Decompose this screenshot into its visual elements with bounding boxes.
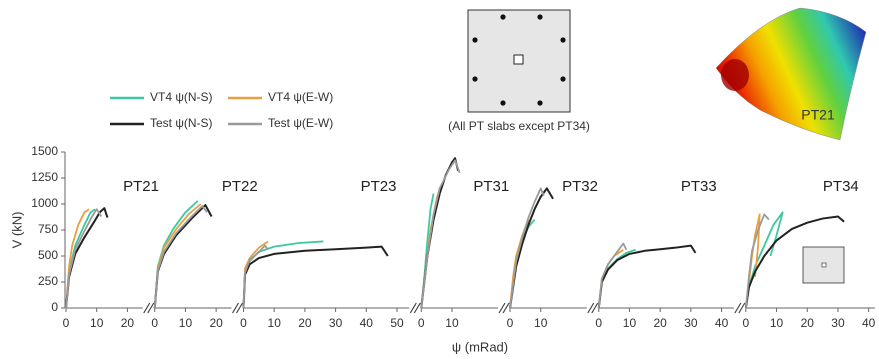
- data-line: [421, 160, 459, 308]
- x-tick-label: 30: [831, 316, 845, 330]
- data-line: [244, 241, 269, 308]
- inset-caption: (All PT slabs except PT34): [448, 119, 590, 133]
- y-tick-label: 750: [38, 222, 58, 236]
- x-tick-label: 30: [329, 316, 343, 330]
- y-tick-label: 0: [51, 300, 58, 314]
- x-tick-label: 0: [418, 316, 425, 330]
- y-tick-label: 1250: [31, 170, 58, 184]
- x-tick-label: 20: [801, 316, 815, 330]
- panel-label: PT32: [562, 178, 598, 195]
- chart: (All PT slabs except PT34) PT21 V (kN) ψ…: [0, 0, 879, 359]
- x-axis-label: ψ (mRad): [452, 339, 508, 354]
- pt34-column: [822, 263, 826, 267]
- legend-label: VT4 ψ(E-W): [268, 90, 333, 104]
- x-tick-label: 40: [360, 316, 374, 330]
- panel-label: PT22: [222, 178, 258, 195]
- x-tick-label: 10: [179, 316, 193, 330]
- y-tick-label: 250: [38, 274, 58, 288]
- legend-label: Test ψ(E-W): [268, 116, 333, 130]
- x-tick-label: 10: [90, 316, 104, 330]
- x-tick-label: 20: [209, 316, 223, 330]
- x-tick-label: 10: [623, 316, 637, 330]
- x-tick-label: 20: [298, 316, 312, 330]
- column: [514, 55, 523, 64]
- panel-label: PT31: [473, 178, 509, 195]
- y-axis-label: V (kN): [9, 212, 24, 249]
- x-tick-label: 20: [121, 316, 135, 330]
- y-tick-label: 1000: [31, 196, 58, 210]
- data-line: [421, 158, 458, 308]
- x-tick-label: 0: [507, 316, 514, 330]
- contour-plot: PT21: [716, 8, 866, 140]
- contour-label: PT21: [801, 107, 835, 123]
- x-tick-label: 10: [770, 316, 784, 330]
- panel-label: PT34: [823, 178, 859, 195]
- y-tick-label: 500: [38, 248, 58, 262]
- data-line: [599, 246, 696, 308]
- x-tick-label: 0: [743, 316, 750, 330]
- slab-inset: (All PT slabs except PT34): [448, 10, 590, 133]
- data-line: [510, 188, 544, 308]
- x-tick-label: 0: [595, 316, 602, 330]
- x-tick-label: 0: [240, 316, 247, 330]
- x-tick-label: 0: [63, 316, 70, 330]
- legend-label: Test ψ(N-S): [150, 116, 213, 130]
- data-line: [155, 206, 207, 308]
- data-line: [244, 247, 388, 308]
- panel-label: PT33: [681, 178, 717, 195]
- x-tick-label: 40: [715, 316, 729, 330]
- x-tick-label: 10: [268, 316, 282, 330]
- x-tick-label: 40: [862, 316, 876, 330]
- data-line: [244, 246, 269, 308]
- x-tick-label: 30: [684, 316, 698, 330]
- panel-label: PT21: [123, 178, 159, 195]
- x-tick-label: 0: [151, 316, 158, 330]
- panel-label: PT23: [361, 178, 397, 195]
- y-tick-label: 1500: [31, 144, 58, 158]
- data-line: [599, 244, 627, 308]
- x-tick-label: 10: [445, 316, 459, 330]
- legend-label: VT4 ψ(N-S): [150, 90, 213, 104]
- x-tick-label: 50: [390, 316, 404, 330]
- x-tick-label: 20: [654, 316, 668, 330]
- data-line: [510, 188, 553, 308]
- x-tick-label: 10: [534, 316, 548, 330]
